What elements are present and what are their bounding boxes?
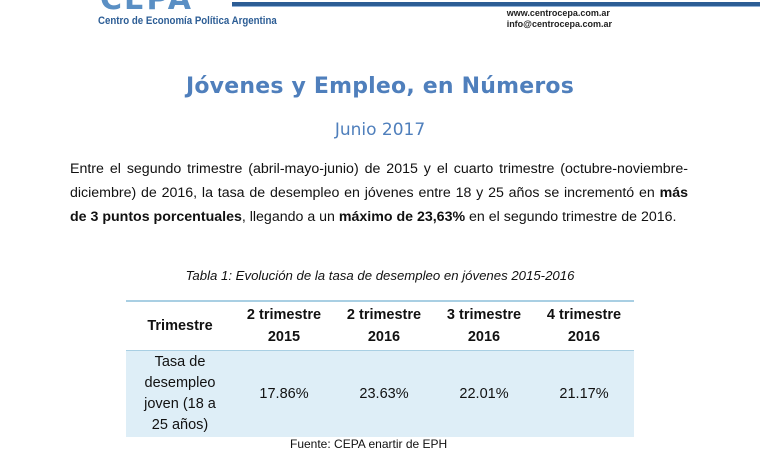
table-row: Tasa de desempleo joven (18 a 25 años) 1… (126, 350, 634, 437)
org-name: Centro de Economía Política Argentina (98, 15, 277, 27)
document-subtitle: Junio 2017 (334, 120, 426, 140)
header-cell-q2-2016: 2 trimestre 2016 (334, 300, 434, 351)
table-source: Fuente: CEPA enartir de EPH (290, 437, 448, 451)
header-line: Trimestre (147, 318, 213, 334)
header-cell-period: Trimestre (126, 300, 234, 351)
paragraph-bold-1: más de 3 puntos porcentuales (70, 185, 688, 225)
page-header: CEPA Centro de Economía Política Argenti… (0, 0, 760, 40)
row-label-line: 25 años) (151, 417, 209, 433)
paragraph-text-1: Entre el segundo trimestre (abril-mayo-j… (70, 161, 688, 201)
table-header-row: Trimestre 2 trimestre 2015 2 trimestre 2… (126, 300, 634, 351)
unemployment-table: Trimestre 2 trimestre 2015 2 trimestre 2… (126, 300, 634, 437)
header-line: 2 trimestre (346, 307, 422, 323)
value-cell-q3-2016: 22.01% (434, 350, 534, 437)
value-cell-q2-2015: 17.86% (234, 350, 334, 437)
header-divider-thin (232, 6, 760, 7)
cepa-logo: CEPA (100, 0, 250, 14)
table-caption: Tabla 1: Evolución de la tasa de desempl… (185, 268, 575, 283)
intro-paragraph: Entre el segundo trimestre (abril-mayo-j… (70, 157, 688, 229)
header-line: 3 trimestre (446, 307, 522, 323)
header-line: 2016 (467, 329, 501, 345)
paragraph-bold-2: máximo de 23,63% (338, 209, 466, 225)
row-label-cell: Tasa de desempleo joven (18 a 25 años) (126, 350, 234, 437)
header-cell-q3-2016: 3 trimestre 2016 (434, 300, 534, 351)
header-line: 2 trimestre (246, 307, 322, 323)
row-label-line: desempleo (144, 375, 216, 391)
value-cell-q4-2016: 21.17% (534, 350, 634, 437)
header-cell-q2-2015: 2 trimestre 2015 (234, 300, 334, 351)
contact-info: www.centrocepa.com.ar info@centrocepa.co… (507, 8, 612, 30)
header-cell-q4-2016: 4 trimestre 2016 (534, 300, 634, 351)
document-title: Jóvenes y Empleo, en Números (185, 74, 574, 99)
paragraph-text-2: , llegando a un (241, 209, 339, 225)
header-line: 2015 (267, 329, 301, 345)
website-link[interactable]: www.centrocepa.com.ar (506, 8, 610, 18)
header-line: 4 trimestre (546, 307, 622, 323)
paragraph-text-3: en el segundo trimestre de 2016. (465, 209, 677, 225)
header-line: 2016 (367, 329, 401, 345)
value-cell-q2-2016: 23.63% (334, 350, 434, 437)
header-divider (232, 2, 760, 6)
email-link[interactable]: info@centrocepa.com.ar (506, 19, 612, 29)
row-label-line: Tasa de (154, 354, 206, 370)
header-line: 2016 (567, 329, 601, 345)
row-label-line: joven (18 a (144, 396, 216, 412)
